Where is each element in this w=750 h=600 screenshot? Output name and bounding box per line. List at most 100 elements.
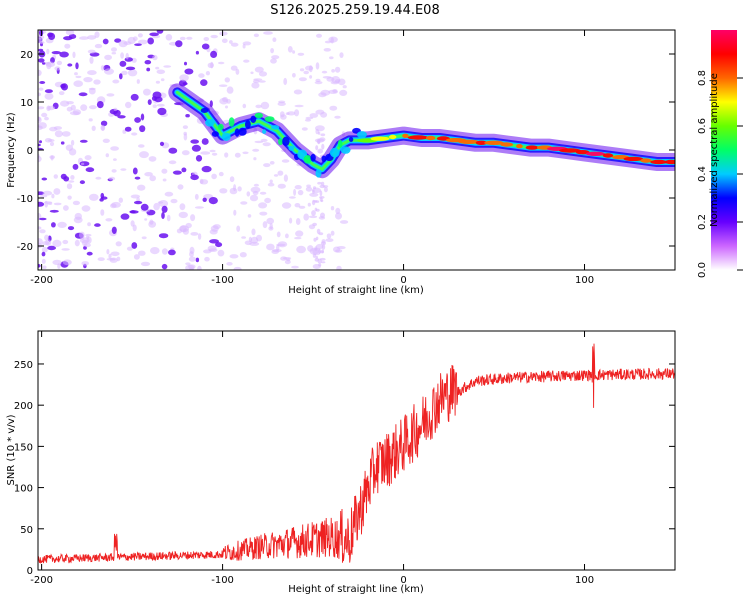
- noise-blob: [309, 75, 313, 79]
- noise-blob: [314, 246, 318, 251]
- noise-blob: [270, 48, 274, 54]
- noise-blob: [294, 104, 304, 108]
- noise-blob: [108, 253, 112, 259]
- noise-blob: [319, 190, 323, 197]
- noise-blob: [78, 92, 88, 97]
- noise-blob: [38, 263, 41, 268]
- noise-blob: [335, 212, 342, 220]
- noise-blob: [305, 186, 313, 192]
- noise-blob: [252, 148, 260, 152]
- noise-blob: [262, 221, 268, 229]
- noise-blob: [68, 180, 75, 183]
- noise-blob: [125, 66, 136, 71]
- noise-blob: [179, 203, 186, 211]
- spectrogram-y-label: Frequency (Hz): [6, 112, 17, 188]
- noise-blob: [122, 129, 127, 134]
- noise-blob: [130, 220, 135, 227]
- noise-blob: [183, 133, 188, 141]
- ridge-blob: [250, 115, 257, 124]
- noise-blob: [298, 77, 307, 82]
- noise-blob: [165, 34, 173, 41]
- ridge-hotspot: [585, 151, 606, 156]
- noise-blob: [38, 226, 42, 230]
- noise-blob: [137, 184, 146, 191]
- noise-blob: [44, 93, 54, 100]
- noise-blob: [152, 104, 157, 108]
- spectrogram-noise: [38, 30, 349, 270]
- noise-blob: [91, 125, 96, 131]
- ridge-blob: [348, 137, 354, 142]
- noise-blob: [166, 214, 171, 222]
- colorbar-tick-label: 0.4: [697, 166, 708, 182]
- noise-blob: [109, 257, 118, 263]
- noise-blob: [61, 248, 70, 251]
- ridge-hotspot: [664, 159, 675, 165]
- noise-blob: [118, 40, 128, 48]
- noise-blob: [326, 233, 332, 239]
- noise-blob: [226, 262, 233, 266]
- noise-blob: [63, 205, 69, 211]
- noise-blob: [93, 79, 101, 85]
- noise-blob: [334, 66, 341, 73]
- noise-blob: [295, 230, 304, 237]
- noise-blob: [118, 197, 124, 203]
- noise-blob: [318, 263, 322, 267]
- noise-blob: [294, 109, 300, 117]
- noise-blob: [39, 140, 42, 144]
- noise-blob: [38, 69, 42, 76]
- noise-blob: [204, 256, 210, 262]
- ridge-hotspot: [475, 140, 488, 145]
- noise-blob: [207, 245, 217, 252]
- noise-blob: [54, 130, 63, 138]
- noise-blob: [175, 40, 183, 48]
- noise-blob: [259, 191, 267, 195]
- noise-blob: [162, 178, 167, 182]
- noise-blob: [198, 73, 205, 78]
- noise-blob: [317, 131, 321, 135]
- ridge-hotspot: [500, 142, 514, 147]
- snr-panel: -200 -100 0 100 0 50 100 150 200 250 Height of st…: [6, 330, 676, 595]
- colorbar: 0.0 0.2 0.4 0.6 0.8 Normalized spectral ampl…: [697, 30, 743, 278]
- noise-blob: [110, 146, 119, 151]
- noise-blob: [152, 91, 162, 99]
- noise-blob: [277, 102, 286, 106]
- noise-blob: [272, 37, 277, 42]
- colorbar-tick-label: 0.0: [697, 262, 708, 278]
- noise-blob: [277, 170, 284, 176]
- figure-title: S126.2025.259.19.44.E08: [270, 3, 439, 18]
- ridge-hotspot: [602, 153, 614, 158]
- noise-blob: [70, 175, 75, 180]
- noise-blob: [149, 175, 156, 182]
- noise-blob: [140, 113, 145, 121]
- ridge-hotspot: [402, 133, 409, 138]
- noise-blob: [131, 132, 138, 136]
- noise-blob: [188, 267, 194, 270]
- noise-blob: [324, 40, 332, 44]
- noise-blob: [56, 60, 63, 66]
- noise-blob: [38, 106, 45, 110]
- ridge-blob: [228, 117, 235, 127]
- noise-blob: [170, 198, 178, 204]
- ridge-blob: [205, 119, 215, 127]
- noise-blob: [89, 105, 97, 110]
- x-tick-label: 0: [400, 575, 406, 586]
- noise-blob: [140, 203, 149, 211]
- noise-blob: [67, 226, 75, 231]
- y-tick-label: -10: [17, 194, 33, 205]
- noise-blob: [43, 201, 53, 204]
- noise-blob: [321, 70, 328, 74]
- noise-blob: [117, 115, 126, 119]
- noise-blob: [100, 209, 105, 216]
- noise-blob: [163, 65, 172, 68]
- noise-blob: [83, 243, 91, 248]
- noise-blob: [321, 143, 325, 150]
- noise-blob: [53, 202, 62, 206]
- noise-blob: [62, 259, 72, 266]
- noise-blob: [126, 246, 133, 251]
- noise-blob: [189, 251, 194, 258]
- noise-blob: [319, 137, 326, 142]
- ridge-hotspot: [650, 159, 668, 165]
- noise-blob: [273, 174, 279, 177]
- noise-blob: [57, 221, 67, 228]
- noise-blob: [39, 217, 47, 221]
